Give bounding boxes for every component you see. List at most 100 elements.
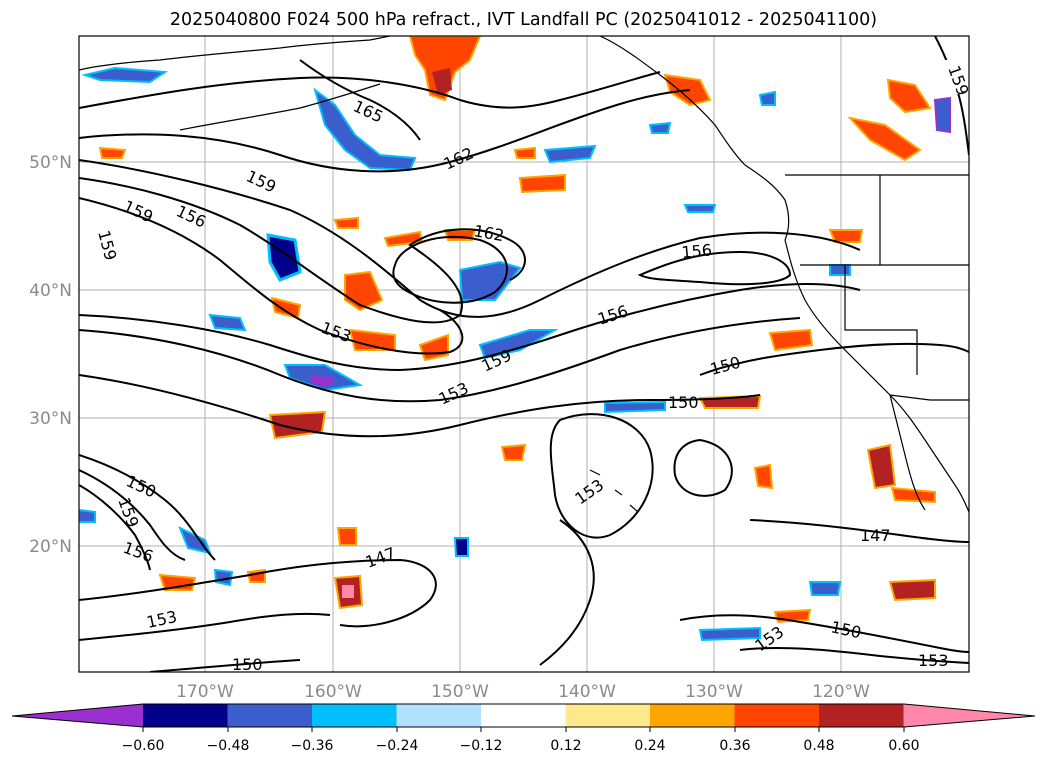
- bc-coast: [744, 164, 790, 241]
- patch-blue: [604, 400, 666, 414]
- contour-150-se: [679, 614, 969, 653]
- border-mex: [889, 394, 969, 401]
- baja: [889, 394, 926, 511]
- alaska-coast: [79, 36, 391, 71]
- patch-blue: [648, 121, 672, 134]
- lat-label: 40°N: [29, 281, 72, 301]
- contour-153-loop: [549, 413, 654, 539]
- contour-mid-loop: [673, 438, 733, 497]
- contour-162-south: [79, 159, 861, 318]
- hawaii: [589, 469, 639, 513]
- contour-162: [79, 89, 691, 173]
- patch-red: [888, 578, 936, 602]
- colorbar-tick-label: 0.48: [803, 738, 834, 754]
- patch-navy: [266, 233, 302, 282]
- colorbar-ticks: [142, 727, 905, 732]
- patch-orange: [847, 116, 922, 162]
- colorbar-tick-label: −0.24: [376, 738, 419, 754]
- patch-orange: [828, 229, 864, 243]
- contour-153: [79, 317, 801, 403]
- contour-159: [79, 177, 526, 324]
- colorbar-segment: [819, 704, 904, 727]
- contour-156-west: [79, 197, 464, 355]
- contour-label: 156: [681, 240, 713, 262]
- patch-blue: [758, 90, 776, 106]
- contour-165: [299, 59, 421, 141]
- patch-red: [866, 443, 897, 490]
- contour-156-east: [637, 250, 792, 286]
- contour-label: 153: [918, 651, 949, 670]
- patch-orange: [753, 463, 774, 490]
- alaska-pan: [599, 36, 746, 166]
- patch-orange: [336, 527, 357, 546]
- patch-red: [432, 68, 452, 95]
- lat-label: 30°N: [29, 409, 72, 429]
- lon-label: 170°W: [176, 682, 234, 702]
- gridlines: [79, 36, 969, 672]
- contour-147-east: [749, 519, 969, 543]
- contour-159-ne: [934, 36, 969, 156]
- patch-orange: [408, 36, 482, 102]
- contour-150-a: [79, 374, 761, 438]
- patch-navy: [81, 66, 168, 84]
- colorbar: −0.60 −0.48 −0.36 −0.24 −0.12 0.12 0.24 …: [11, 703, 1036, 754]
- contour-147: [79, 558, 437, 628]
- patch-orange: [890, 486, 936, 504]
- contour-loop-162: [392, 235, 508, 304]
- colorbar-segment: [143, 704, 228, 727]
- patch-blue: [698, 626, 761, 642]
- latitude-labels: 50°N 40°N 30°N 20°N: [29, 153, 72, 557]
- colorbar-extend-high: [903, 704, 1035, 727]
- lon-label: 130°W: [685, 682, 743, 702]
- contour-159-north: [79, 71, 661, 109]
- colorbar-tick-label: −0.12: [460, 738, 503, 754]
- patch-purple: [310, 375, 335, 386]
- colorbar-tick-label: −0.48: [207, 738, 250, 754]
- patch-orange: [513, 146, 536, 159]
- contour-label: 150: [668, 393, 699, 412]
- patch-blue: [313, 87, 417, 172]
- colorbar-tick-labels: −0.60 −0.48 −0.36 −0.24 −0.12 0.12 0.24 …: [122, 738, 920, 754]
- contour-153-se: [739, 646, 969, 664]
- contour-156-jet: [79, 283, 861, 372]
- patch-blue: [453, 537, 469, 557]
- contour-150-b: [699, 342, 969, 376]
- colorbar-extend-low: [12, 704, 143, 727]
- coastlines: [79, 36, 969, 513]
- plot-border: [78, 35, 970, 673]
- colorbar-segment: [396, 704, 482, 727]
- patch-orange: [886, 78, 932, 114]
- patch-purple: [933, 96, 951, 134]
- patch-pink: [342, 585, 354, 598]
- patch-orange: [333, 216, 359, 229]
- contour-159-sw: [79, 484, 151, 571]
- patch-blue: [213, 568, 234, 587]
- colorbar-segments: [12, 704, 1035, 727]
- colorbar-tick-label: −0.36: [291, 738, 334, 754]
- contour-label-group: 159 165 162 159 156 159 159 162 156 153 …: [94, 60, 969, 672]
- alaska-peninsula: [179, 83, 381, 131]
- lat-label: 50°N: [29, 153, 72, 173]
- colorbar-segment: [650, 704, 735, 727]
- lon-label: 150°W: [431, 682, 489, 702]
- plot-area: [79, 36, 969, 672]
- lon-label: 160°W: [304, 682, 362, 702]
- contour-sw-bump: [539, 519, 595, 666]
- colorbar-segment: [565, 704, 651, 727]
- colorbar-tick-label: 0.36: [719, 738, 750, 754]
- colorbar-segment: [312, 704, 397, 727]
- contour-156-sw: [79, 469, 186, 561]
- colorbar-tick-label: −0.60: [122, 738, 165, 754]
- chart-title: 2025040800 F024 500 hPa refract., IVT La…: [169, 10, 878, 30]
- west-coast-us: [784, 239, 969, 513]
- patch-orange: [98, 146, 127, 159]
- lat-label: 20°N: [29, 537, 72, 557]
- patch-blue: [208, 313, 247, 332]
- lon-label: 140°W: [558, 682, 616, 702]
- patch-blue: [543, 144, 597, 164]
- colorbar-segment: [481, 704, 566, 727]
- patch-blue: [458, 260, 522, 301]
- patch-orange: [768, 328, 814, 352]
- colorbar-tick-label: 0.60: [888, 738, 919, 754]
